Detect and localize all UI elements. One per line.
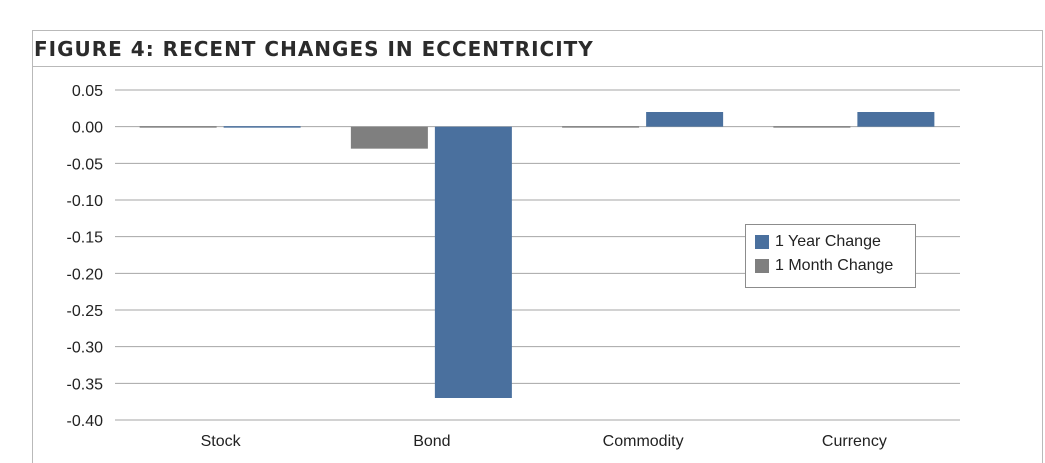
bar-1-month-bond <box>350 126 428 149</box>
bar-1-year-bond <box>434 126 512 399</box>
y-tick-label: 0.00 <box>72 120 103 137</box>
legend-item-1-month: 1 Month Change <box>755 254 915 278</box>
y-tick-label: -0.40 <box>67 413 104 430</box>
title-divider <box>32 66 1043 67</box>
bar-1-year-stock <box>223 126 301 128</box>
bar-1-month-commodity <box>562 126 640 128</box>
legend-label-1-year: 1 Year Change <box>775 233 881 250</box>
y-tick-label: -0.35 <box>67 376 104 393</box>
y-tick-label: -0.15 <box>67 230 104 247</box>
x-category-label: Commodity <box>603 433 684 450</box>
legend-label-1-month: 1 Month Change <box>775 257 894 274</box>
y-tick-label: 0.05 <box>72 83 103 100</box>
y-tick-label: -0.25 <box>67 303 104 320</box>
legend-item-1-year: 1 Year Change <box>755 230 915 254</box>
figure-frame <box>32 30 1043 463</box>
y-tick-label: -0.20 <box>67 266 104 283</box>
y-tick-label: -0.10 <box>67 193 104 210</box>
x-category-label: Bond <box>413 433 450 450</box>
y-tick-label: -0.30 <box>67 340 104 357</box>
legend-swatch-1-month <box>755 259 769 273</box>
bar-1-year-currency <box>857 112 935 127</box>
x-category-label: Currency <box>822 433 887 450</box>
legend-swatch-1-year <box>755 235 769 249</box>
figure-title: FIGURE 4: RECENT CHANGES IN ECCENTRICITY <box>34 37 594 61</box>
bar-1-month-stock <box>139 126 217 128</box>
bar-1-month-currency <box>773 126 851 128</box>
x-category-label: Stock <box>201 433 242 450</box>
bar-1-year-commodity <box>646 112 724 127</box>
x-axis-category-labels: Stock Bond Commodity Currency <box>201 433 887 450</box>
y-tick-label: -0.05 <box>67 156 104 173</box>
chart-legend: 1 Year Change 1 Month Change <box>745 224 916 288</box>
y-axis-tick-labels: 0.05 0.00 -0.05 -0.10 -0.15 -0.20 -0.25 -0.30 -0… <box>67 83 104 430</box>
bars <box>139 112 935 399</box>
